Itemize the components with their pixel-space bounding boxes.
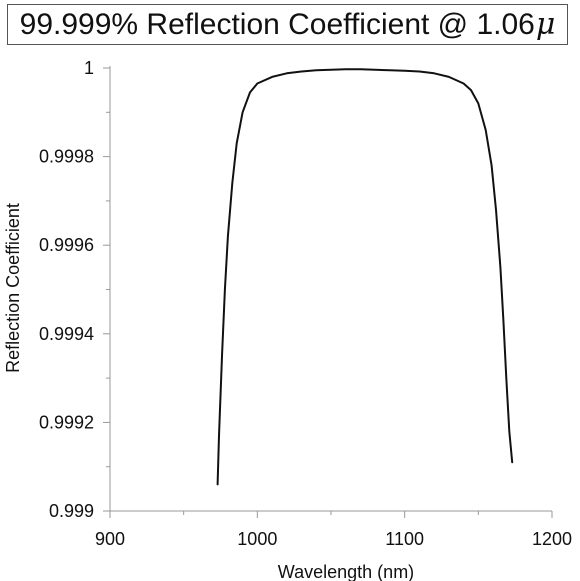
y-tick-label: 0.999: [49, 501, 94, 521]
chart-title-mu-symbol: μ: [535, 7, 556, 42]
x-axis-label: Wavelength (nm): [278, 562, 414, 581]
y-axis-label: Reflection Coefficient: [3, 203, 23, 373]
reflection-curve: [216, 68, 514, 486]
x-tick-label: 900: [95, 529, 125, 549]
chart-title-box: 99.999% Reflection Coefficient @ 1.06 μ: [7, 4, 568, 45]
chart-series: [216, 68, 514, 486]
y-tick-label: 0.9996: [39, 235, 94, 255]
y-tick-label: 0.9992: [39, 412, 94, 432]
y-tick-label: 0.9998: [39, 147, 94, 167]
y-tick-label: 0.9994: [39, 324, 94, 344]
x-tick-label: 1100: [385, 529, 424, 549]
x-tick-label: 1200: [532, 529, 572, 549]
chart-ticks: 900 1000 1100 1200 0.999 0.9992 0.9994 0.9996 0.…: [39, 58, 572, 549]
chart-title: 99.999% Reflection Coefficient @ 1.06: [19, 7, 535, 41]
x-tick-label: 1000: [237, 529, 277, 549]
y-tick-label: 1: [84, 58, 94, 78]
